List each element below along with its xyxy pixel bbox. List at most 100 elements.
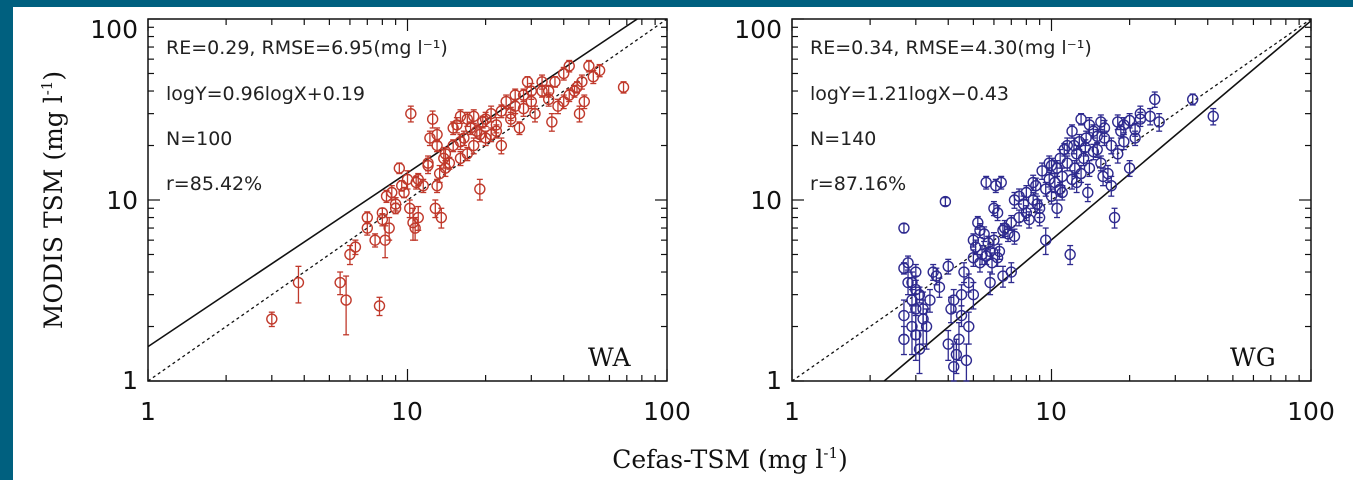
point-marker (1105, 179, 1118, 192)
data-point-wa (383, 216, 395, 241)
points-wg (898, 91, 1219, 382)
data-point-wg (1008, 228, 1021, 245)
data-point-wa (393, 162, 406, 175)
data-point-wa (412, 205, 424, 231)
point-marker (906, 276, 918, 289)
point-marker (924, 294, 936, 306)
data-point-wg (1013, 188, 1025, 205)
point-marker (1008, 230, 1021, 243)
point-marker (995, 176, 1007, 189)
panel-wa: 1 10 100 1 10 100 RE=0.29, RMSE=6.95(mg … (90, 15, 691, 426)
data-point-wa (558, 94, 570, 110)
data-point-wg (1149, 91, 1161, 108)
point-marker (984, 245, 996, 258)
point-marker (967, 251, 980, 264)
point-marker (573, 107, 586, 120)
point-marker (1056, 170, 1068, 183)
data-point-wa (517, 100, 530, 117)
point-marker (373, 300, 386, 312)
point-marker (468, 110, 480, 123)
point-marker (1066, 125, 1078, 137)
point-marker (458, 132, 470, 144)
data-point-wg (898, 325, 910, 356)
point-marker (1083, 119, 1096, 131)
data-point-wa (426, 110, 439, 129)
data-point-wa (505, 106, 517, 122)
data-point-wa (361, 220, 374, 236)
point-marker (1031, 198, 1043, 210)
point-marker (1070, 148, 1083, 160)
point-marker (898, 333, 910, 345)
data-point-wa (439, 146, 452, 162)
data-point-wg (902, 255, 914, 271)
data-point-wa (468, 137, 480, 155)
data-point-wa (468, 109, 480, 125)
data-point-wg (930, 267, 943, 286)
data-point-wa (398, 186, 410, 199)
data-point-wg (1045, 157, 1058, 175)
data-point-wa (542, 84, 555, 98)
data-point-wa (576, 74, 588, 90)
y-tick-label-wg-10: 10 (750, 186, 782, 215)
x-axis-title-close: ) (838, 445, 848, 474)
data-point-wg (1123, 159, 1136, 178)
point-marker (474, 128, 486, 141)
point-marker (447, 122, 459, 134)
point-marker (410, 176, 422, 189)
point-marker (950, 348, 963, 361)
data-point-wg (1023, 211, 1035, 229)
point-marker (1013, 190, 1025, 202)
data-point-wg (939, 195, 952, 208)
point-marker (549, 76, 561, 88)
data-point-wg (974, 253, 986, 273)
data-point-wg (988, 232, 1000, 250)
data-point-wg (1040, 181, 1052, 197)
fit-line-wa (147, 18, 638, 348)
x-tick-label-wg-10: 10 (1035, 397, 1067, 426)
point-marker (1083, 162, 1096, 174)
point-marker (974, 224, 986, 237)
data-point-wg (906, 271, 918, 296)
ticks-wg (791, 18, 1312, 382)
point-marker (361, 222, 374, 234)
point-marker (1075, 113, 1087, 125)
data-point-wa (266, 311, 278, 328)
y-tick-label-wg-100: 100 (734, 15, 782, 44)
point-marker (454, 110, 467, 123)
point-marker (583, 60, 595, 72)
point-marker (1087, 145, 1100, 158)
point-marker (495, 139, 508, 152)
data-point-wg (1031, 195, 1043, 214)
y-axis-title-close: ) (39, 71, 68, 81)
point-marker (1061, 139, 1073, 152)
panel-label-wa: WA (588, 343, 631, 372)
point-marker (902, 257, 914, 269)
point-marker (948, 294, 960, 306)
data-point-wa (334, 271, 346, 296)
point-marker (1186, 93, 1199, 106)
points-wa (266, 59, 630, 336)
point-marker (1051, 202, 1063, 214)
point-marker (953, 333, 965, 345)
y-tick-label-wa-100: 100 (90, 15, 138, 44)
data-point-wg (1105, 175, 1118, 197)
data-point-wg (991, 249, 1004, 267)
point-marker (1097, 170, 1109, 183)
x-tick-label-wa-10: 10 (391, 397, 423, 426)
point-marker (898, 222, 910, 234)
data-point-wg (924, 288, 936, 313)
annotation-wa-n: N=100 (166, 128, 232, 150)
point-marker (942, 260, 954, 273)
data-point-wg (980, 175, 992, 190)
data-point-wg (933, 277, 946, 298)
point-marker (431, 128, 443, 141)
point-marker (578, 95, 590, 108)
data-point-wa (410, 175, 422, 190)
point-marker (1149, 93, 1161, 106)
point-marker (963, 320, 975, 333)
data-point-wa (349, 239, 362, 256)
data-point-wa (495, 137, 508, 155)
x-axis-title-main: Cefas-TSM (mg l (612, 445, 823, 474)
point-marker (490, 125, 503, 137)
